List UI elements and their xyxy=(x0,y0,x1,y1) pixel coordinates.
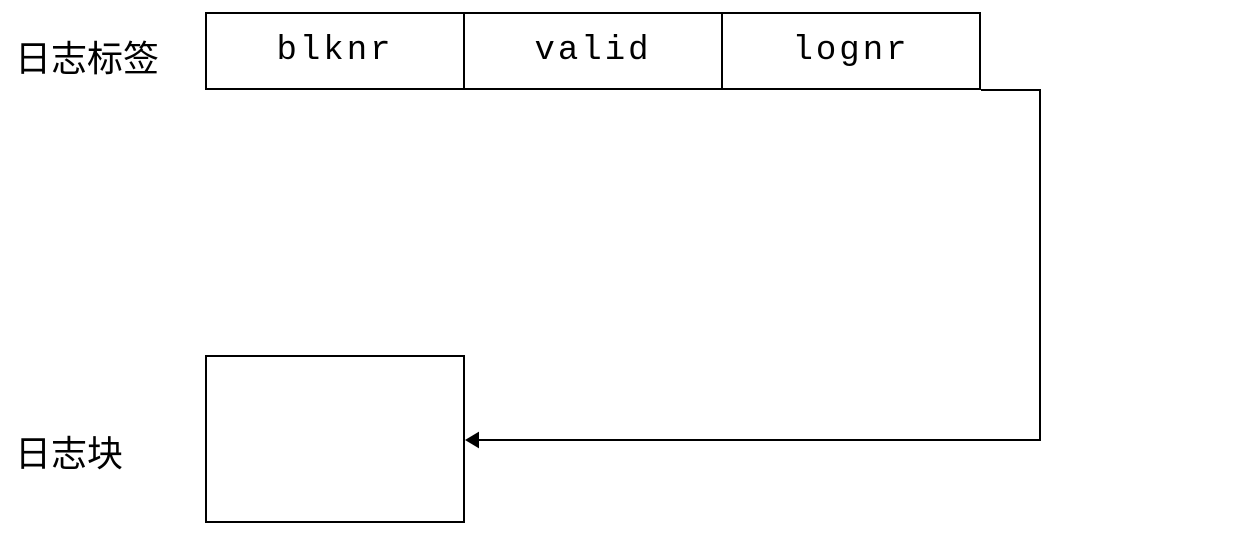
field-lognr-text: lognr xyxy=(792,32,909,70)
label-log-block: 日志块 xyxy=(15,425,123,477)
field-valid-text: valid xyxy=(534,32,651,70)
field-lognr: lognr xyxy=(721,12,981,90)
diagram-canvas: 日志标签 日志块 blknr valid lognr xyxy=(0,0,1240,555)
field-blknr-text: blknr xyxy=(276,32,393,70)
field-blknr: blknr xyxy=(205,12,465,90)
log-block-box xyxy=(205,355,465,523)
field-valid: valid xyxy=(463,12,723,90)
label-log-tag: 日志标签 xyxy=(15,30,159,82)
